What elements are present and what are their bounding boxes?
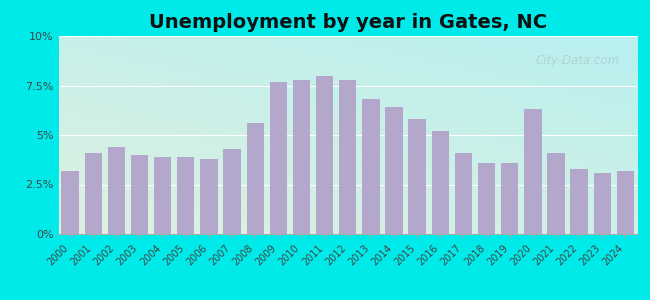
Bar bbox=[200, 159, 218, 234]
Bar bbox=[177, 157, 194, 234]
Title: Unemployment by year in Gates, NC: Unemployment by year in Gates, NC bbox=[149, 13, 547, 32]
Bar bbox=[501, 163, 519, 234]
Text: City-Data.com: City-Data.com bbox=[536, 54, 619, 67]
Bar bbox=[108, 147, 125, 234]
Bar bbox=[224, 149, 240, 234]
Bar bbox=[593, 172, 611, 234]
Bar bbox=[455, 153, 472, 234]
Bar bbox=[270, 82, 287, 234]
Bar bbox=[61, 171, 79, 234]
Bar bbox=[316, 76, 333, 234]
Bar bbox=[408, 119, 426, 234]
Bar bbox=[385, 107, 403, 234]
Bar bbox=[292, 80, 310, 234]
Bar bbox=[84, 153, 102, 234]
Bar bbox=[339, 80, 356, 234]
Bar bbox=[547, 153, 565, 234]
Bar bbox=[478, 163, 495, 234]
Bar bbox=[246, 123, 264, 234]
Bar bbox=[131, 155, 148, 234]
Bar bbox=[524, 109, 541, 234]
Bar bbox=[571, 169, 588, 234]
Bar bbox=[362, 99, 380, 234]
Bar bbox=[432, 131, 449, 234]
Bar bbox=[617, 171, 634, 234]
Bar bbox=[154, 157, 172, 234]
